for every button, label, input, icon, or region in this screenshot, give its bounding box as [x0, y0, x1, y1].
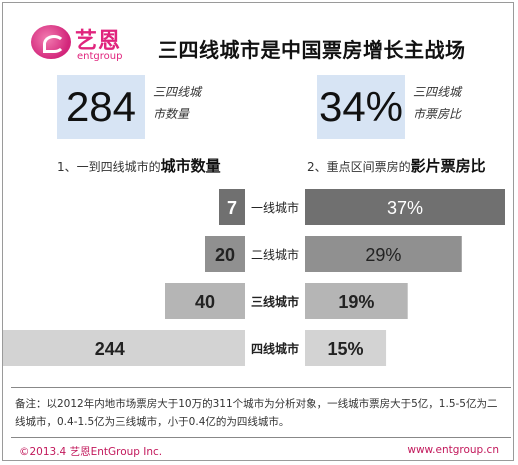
left-bar-tier3 [165, 283, 245, 319]
stat-city-count-label: 三四线城 市数量 [153, 81, 201, 125]
stat-box-office-share-label: 三四线城 市票房比 [413, 81, 461, 125]
left-bar-label-tier2: 20 [215, 245, 235, 265]
right-bar-label-tier3: 19% [338, 292, 374, 312]
stat-box-office-share-value: 34% [317, 75, 405, 139]
entgroup-logo-icon [31, 25, 71, 59]
entgroup-logo: 艺恩 entgroup [31, 23, 149, 67]
footer-divider [11, 437, 511, 438]
left-bar-label-tier4: 244 [95, 339, 125, 359]
stat-city-count-value: 284 [57, 75, 145, 139]
website-url: www.entgroup.cn [407, 444, 499, 456]
stat-box-office-share-label-line2: 市票房比 [413, 107, 462, 121]
left-chart-subhead: 1、一到四线城市的城市数量 [57, 155, 221, 176]
infographic-frame: 艺恩 entgroup 三四线城市是中国票房增长主战场 284 三四线城 市数量… [2, 2, 514, 461]
right-bar-label-tier4: 15% [328, 339, 364, 359]
left-bar-tier4 [3, 330, 245, 366]
left-bar-label-tier1: 7 [227, 198, 237, 218]
right-chart-subhead-prefix: 2、重点区间票房的 [307, 160, 411, 174]
right-bar-label-tier2: 29% [365, 245, 401, 265]
tier-comparison-chart: 7 一线城市 37% 20 二线城市 29% 40 三线城市 19% 244 四线城市 15% [3, 189, 505, 366]
right-bar-label-tier1: 37% [387, 198, 423, 218]
footnote: 备注：以2012年内地市场票房大于10万的311个城市为分析对象，一线城市票房大… [15, 398, 498, 428]
logo-cn-text: 艺恩 [75, 29, 122, 54]
left-bar-tier2 [205, 236, 245, 272]
right-bar-tier1 [305, 189, 505, 225]
left-chart-subhead-prefix: 1、一到四线城市的 [57, 160, 161, 174]
stat-city-count-label-line2: 市数量 [153, 107, 190, 121]
copyright-text: ©2013.4 艺恩EntGroup Inc. [19, 446, 163, 458]
stat-box-office-share-label-line1: 三四线城 [413, 85, 462, 99]
note-divider [11, 387, 511, 388]
category-label-tier4: 四线城市 [251, 341, 299, 356]
right-chart-subhead-bold: 影片票房比 [410, 157, 486, 175]
stat-city-count-label-line1: 三四线城 [153, 85, 202, 99]
right-bar-tier2 [305, 236, 462, 272]
category-label-tier1: 一线城市 [251, 200, 299, 215]
left-chart-subhead-bold: 城市数量 [160, 157, 221, 175]
left-bar-tier1 [219, 189, 245, 225]
category-label-tier2: 二线城市 [251, 247, 299, 262]
right-chart-subhead: 2、重点区间票房的影片票房比 [307, 155, 486, 176]
right-bar-tier4 [305, 330, 387, 366]
logo-en-text: entgroup [77, 51, 123, 62]
page-title: 三四线城市是中国票房增长主战场 [158, 38, 466, 62]
right-bar-tier3 [305, 283, 408, 319]
category-label-tier3: 三线城市 [251, 294, 299, 309]
left-bar-label-tier3: 40 [195, 292, 215, 312]
